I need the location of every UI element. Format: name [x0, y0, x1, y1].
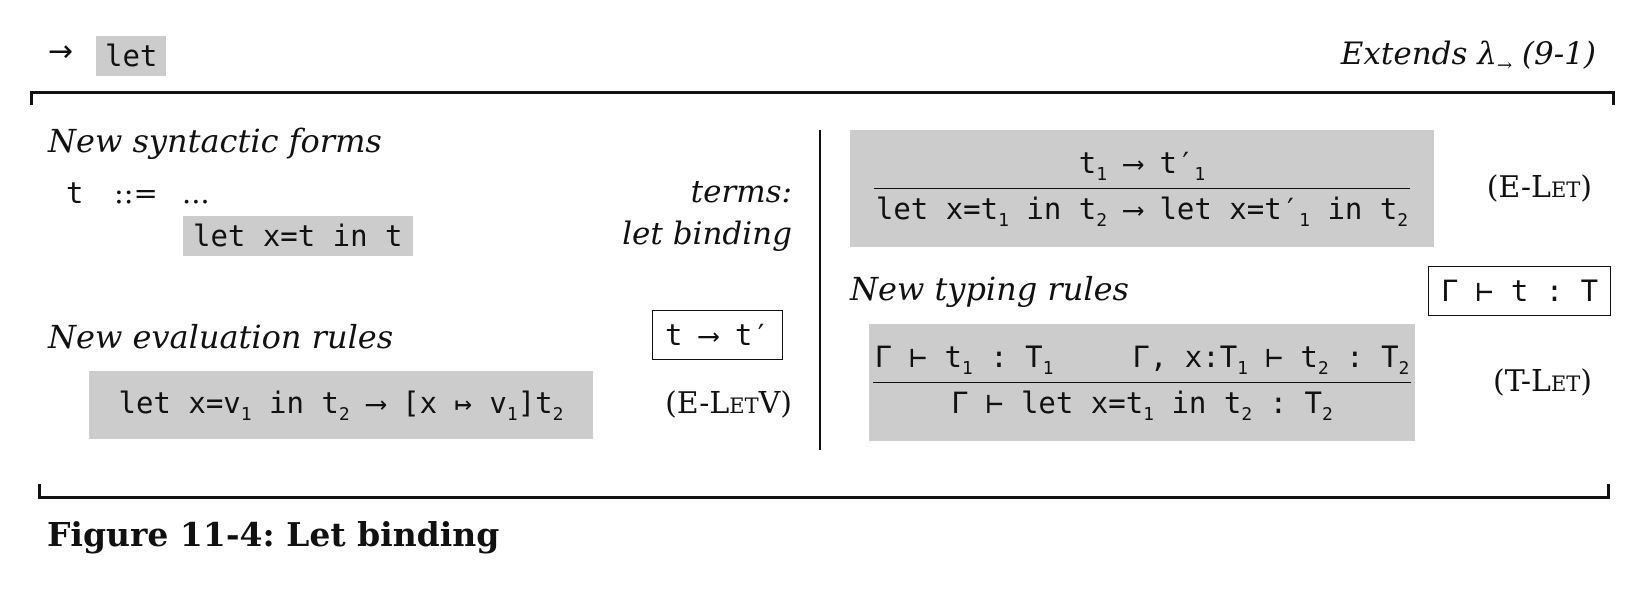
evaluation-heading: New evaluation rules — [48, 318, 394, 356]
syntax-metavar: t — [66, 176, 84, 210]
extends-sub: → — [1496, 55, 1513, 77]
rule-e-let-premise: t1 ⟶ t′1 — [1078, 145, 1206, 185]
rule-t-let-fraction: Γ ⊢ t1 : T1 Γ, x:T1 ⊢ t2 : T2 Γ ⊢ let x=… — [872, 340, 1412, 426]
rule-e-let-fraction: t1 ⟶ t′1 let x=t1 in t2 ⟶ let x=t′1 in t… — [873, 145, 1411, 232]
rule-t-let-premise-1: Γ ⊢ t1 : T1 — [874, 339, 1054, 379]
rule-e-letv: let x=v1 in t2 ⟶ [x ↦ v1]t2 — [89, 371, 593, 439]
rule-e-let-name: (E-Let) — [1486, 170, 1592, 205]
syntax-form-desc: let binding — [622, 216, 792, 252]
rule-t-let: Γ ⊢ t1 : T1 Γ, x:T1 ⊢ t2 : T2 Γ ⊢ let x=… — [869, 324, 1415, 441]
syntax-let-form: let x=t in t — [183, 216, 413, 256]
bottom-rule — [38, 496, 1610, 499]
syntax-defines: ::= — [114, 176, 158, 210]
rule-t-let-bar — [872, 381, 1412, 384]
arrow-icon: → — [48, 34, 74, 69]
bottom-left-tick — [38, 484, 41, 499]
figure-caption: Figure 11-4: Let binding — [47, 515, 500, 554]
rule-name-smallcaps: et — [1550, 170, 1581, 205]
column-divider — [819, 130, 821, 450]
rule-t-let-conclusion: Γ ⊢ let x=t1 in t2 : T2 — [951, 386, 1333, 426]
rule-e-letv-name: (E-LetV) — [665, 386, 792, 421]
extends-label: Extends λ→ (9-1) — [1341, 36, 1596, 76]
syntax-ellipsis: ... — [182, 176, 210, 210]
bottom-right-tick — [1607, 484, 1610, 499]
rule-e-let-conclusion: let x=t1 in t2 ⟶ let x=t′1 in t2 — [875, 192, 1409, 232]
top-right-tick — [1612, 91, 1615, 105]
rule-e-let-bar — [873, 187, 1411, 190]
typing-heading: New typing rules — [850, 270, 1129, 308]
typing-judgment-box: Γ ⊢ t : T — [1428, 266, 1612, 316]
rule-t-let-premise-2: Γ, x:T1 ⊢ t2 : T2 — [1132, 339, 1410, 379]
rule-name-smallcaps: et — [1550, 364, 1581, 399]
top-rule — [30, 91, 1615, 94]
syntax-heading: New syntactic forms — [48, 122, 382, 160]
rule-name-smallcaps: et — [729, 386, 759, 421]
evaluation-judgment-box: t ⟶ t′ — [652, 310, 783, 360]
rule-e-let: t1 ⟶ t′1 let x=t1 in t2 ⟶ let x=t′1 in t… — [850, 130, 1434, 247]
rule-e-letv-conclusion: let x=v1 in t2 ⟶ [x ↦ v1]t2 — [118, 385, 564, 425]
rule-t-let-name: (T-Let) — [1493, 364, 1592, 399]
extends-ref: (9-1) — [1521, 36, 1596, 72]
top-left-tick — [30, 91, 33, 105]
system-name-badge: let — [96, 36, 167, 76]
syntax-category: terms: — [690, 174, 792, 210]
rule-t-let-premises: Γ ⊢ t1 : T1 Γ, x:T1 ⊢ t2 : T2 — [873, 340, 1412, 379]
extends-text: Extends λ — [1340, 36, 1497, 72]
